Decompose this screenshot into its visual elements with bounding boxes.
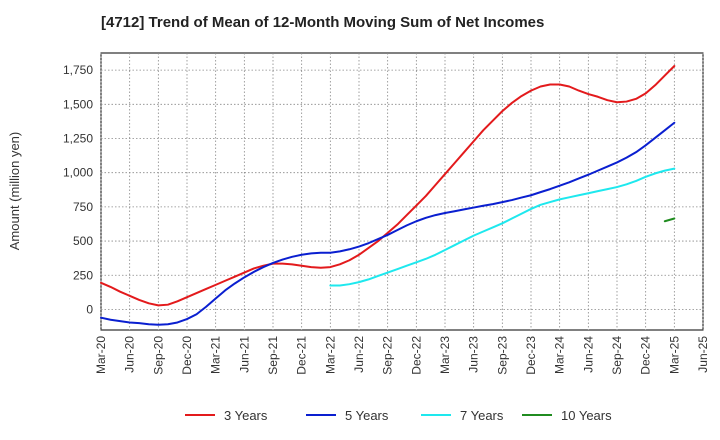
legend-label: 3 Years: [224, 408, 268, 423]
x-tick-label: Jun-21: [237, 336, 251, 373]
x-tick-label: Mar-22: [323, 336, 337, 374]
x-tick-label: Sep-20: [151, 336, 165, 375]
y-tick-label: 1,500: [63, 97, 93, 111]
legend-label: 10 Years: [561, 408, 612, 423]
legend-item-10-years: 10 Years: [522, 408, 612, 423]
x-tick-label: Mar-23: [438, 336, 452, 374]
x-tick-label: Sep-22: [381, 336, 395, 375]
legend-item-5-years: 5 Years: [306, 408, 389, 423]
x-tick-label: Dec-22: [409, 336, 423, 375]
y-tick-label: 1,000: [63, 166, 93, 180]
x-tick-label: Dec-23: [524, 336, 538, 375]
y-tick-label: 750: [73, 200, 93, 214]
chart-title: [4712] Trend of Mean of 12-Month Moving …: [101, 14, 545, 31]
legend-item-7-years: 7 Years: [421, 408, 504, 423]
plot-area: [100, 52, 704, 331]
legend-label: 7 Years: [460, 408, 504, 423]
x-tick-label: Sep-23: [495, 336, 509, 375]
series-lines: [100, 65, 676, 326]
x-tick-labels: Mar-20 Jun-20 Sep-20 Dec-20 Mar-21 Jun-21 Sep-…: [94, 336, 710, 375]
legend: 3 Years 5 Years 7 Years 10 Years: [185, 408, 612, 423]
x-tick-label: Dec-24: [639, 336, 653, 375]
x-tick-label: Mar-21: [209, 336, 223, 374]
grid-lines: [100, 53, 704, 330]
x-tick-label: Mar-20: [94, 336, 108, 374]
series-line-5-years: [100, 121, 676, 326]
x-tick-label: Mar-25: [667, 336, 681, 374]
y-axis-title: Amount (million yen): [7, 132, 22, 251]
x-tick-label: Jun-23: [467, 336, 481, 373]
x-tick-label: Sep-24: [610, 336, 624, 375]
legend-label: 5 Years: [345, 408, 389, 423]
x-tick-label: Jun-25: [696, 336, 710, 373]
x-tick-label: Jun-20: [123, 336, 137, 373]
x-tick-label: Jun-24: [581, 336, 595, 373]
y-tick-label: 0: [86, 302, 93, 316]
series-line-10-years: [663, 217, 676, 223]
series-line-7-years: [329, 167, 676, 287]
x-tick-label: Dec-21: [295, 336, 309, 375]
legend-item-3-years: 3 Years: [185, 408, 268, 423]
series-line-3-years: [100, 65, 676, 307]
x-tick-label: Dec-20: [180, 336, 194, 375]
x-tick-label: Mar-24: [553, 336, 567, 374]
y-tick-labels: 0 250 500 750 1,000 1,250 1,500 1,750: [63, 63, 93, 316]
y-tick-label: 250: [73, 268, 93, 282]
y-tick-label: 1,750: [63, 63, 93, 77]
y-tick-label: 500: [73, 234, 93, 248]
x-tick-label: Jun-22: [352, 336, 366, 373]
x-tick-label: Sep-21: [266, 336, 280, 375]
y-tick-label: 1,250: [63, 131, 93, 145]
